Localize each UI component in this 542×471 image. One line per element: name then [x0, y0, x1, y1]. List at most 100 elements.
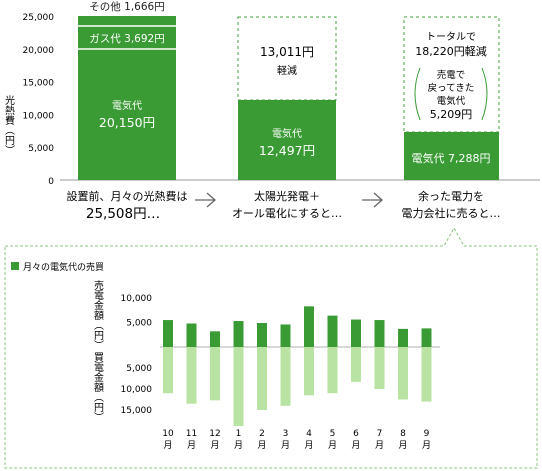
monthly-title: 月々の電気代の売買 [23, 261, 104, 273]
top-y-tick: 0 [48, 177, 54, 187]
arrow-right-icon [195, 192, 216, 208]
buy-bar [280, 347, 291, 406]
buy-tick: 10,000 [121, 385, 153, 395]
buy-tick: 15,000 [121, 406, 153, 416]
sell-bar [421, 328, 432, 347]
legend-square-icon [11, 262, 19, 270]
buy-bar [257, 347, 267, 410]
column-solar: 13,011円 軽減 電気代 12,497円 太陽光発電＋ オール電化にすると… [232, 16, 342, 220]
saving-label-2: 軽減 [277, 64, 297, 77]
month-label: 9 [424, 429, 430, 439]
buy-bar [374, 347, 385, 389]
month-unit: 月 [304, 440, 313, 451]
month-unit: 月 [234, 440, 243, 451]
column-sell: トータルで 18,220円軽減 売電で 戻ってきた 電気代 5,209円 電気代… [402, 16, 501, 220]
saving-value-2: 13,011円 [260, 45, 314, 59]
month-unit: 月 [351, 440, 360, 451]
caption-before-line1: 設置前、月々の光熱費は [67, 189, 188, 203]
top-y-axis-label: 光熱費（円） [3, 94, 15, 155]
buy-bar [327, 347, 338, 394]
buy-bar [421, 347, 432, 402]
label-electric-1-value: 20,150円 [99, 115, 155, 130]
top-y-tick: 5,000 [28, 144, 54, 154]
sold-line3: 電気代 [437, 95, 466, 107]
monthly-chart: 月々の電気代の売買 売電金額（円） 買電金額（円） 10,000 5,000 5,0… [11, 261, 440, 451]
month-label: 11 [186, 429, 197, 439]
sell-bar [233, 321, 244, 347]
total-saving-line1: トータルで [426, 31, 476, 43]
top-y-tick: 20,000 [23, 46, 55, 56]
month-label: 10 [162, 429, 174, 439]
buy-bar [304, 347, 314, 396]
month-label: 8 [400, 429, 406, 439]
buy-tick: 5,000 [126, 364, 152, 374]
bar-column-2 [238, 100, 336, 180]
sold-value: 5,209円 [430, 108, 473, 121]
top-chart: 光熱費（円） 25,000 20,000 15,000 10,000 5,000 0 その… [3, 0, 540, 222]
sell-bar [186, 323, 197, 347]
month-unit: 月 [163, 440, 172, 451]
sell-bar [163, 320, 173, 347]
month-unit: 月 [375, 440, 384, 451]
sell-tick: 10,000 [121, 294, 153, 304]
caption-sell-line1: 余った電力を [418, 189, 484, 203]
month-label: 6 [353, 429, 359, 439]
sell-bar [280, 324, 291, 347]
month-label: 12 [209, 429, 220, 439]
label-other: その他 1,666円 [89, 0, 164, 13]
month-unit: 月 [398, 440, 407, 451]
month-label: 7 [377, 429, 383, 439]
sell-bar [374, 320, 385, 347]
caption-solar-line1: 太陽光発電＋ [254, 189, 320, 203]
month-label: 1 [236, 429, 242, 439]
bar-column-1 [78, 16, 176, 180]
sell-bar [327, 315, 338, 347]
arrow-right-icon [362, 192, 383, 208]
label-electric-2-value: 12,497円 [259, 143, 315, 158]
sold-line1: 売電で [437, 69, 466, 81]
month-label: 4 [306, 429, 312, 439]
caption-solar-line2: オール電化にすると… [232, 206, 342, 220]
month-unit: 月 [257, 440, 266, 451]
top-y-tick: 10,000 [23, 111, 55, 121]
label-electric-2: 電気代 [272, 127, 302, 140]
buy-bar [210, 347, 220, 401]
saving-box-3 [403, 16, 500, 133]
top-y-tick: 15,000 [23, 79, 55, 89]
buy-bar [163, 347, 173, 394]
buy-bar [186, 347, 197, 404]
total-saving-line2: 18,220円軽減 [415, 44, 487, 58]
sell-axis-label: 売電金額（円） [92, 279, 104, 350]
month-unit: 月 [422, 440, 431, 451]
month-label: 3 [283, 429, 289, 439]
month-unit: 月 [187, 440, 196, 451]
buy-bar [233, 347, 244, 426]
caption-sell-line2: 電力会社に売ると… [402, 206, 501, 220]
month-unit: 月 [210, 440, 219, 451]
paren-right [481, 67, 488, 121]
monthly-panel [4, 226, 538, 469]
caption-before-line2: 25,508円… [86, 206, 160, 222]
month-unit: 月 [281, 440, 290, 451]
month-label: 2 [259, 429, 265, 439]
buy-bar [398, 347, 408, 400]
paren-left [414, 67, 421, 121]
sold-line2: 戻ってきた [428, 82, 475, 94]
sell-bar [304, 306, 314, 347]
bar-column-3 [404, 132, 499, 180]
sell-bar [351, 319, 361, 347]
sell-tick: 5,000 [126, 319, 152, 329]
month-unit: 月 [328, 440, 337, 451]
column-before: その他 1,666円 ガス代 3,692円 電気代 20,150円 設置前、月々… [67, 0, 188, 222]
sell-bar [210, 331, 220, 347]
label-electric-1: 電気代 [112, 99, 142, 112]
month-label: 5 [330, 429, 336, 439]
buy-axis-label: 買電金額（円） [92, 352, 104, 422]
buy-bar [351, 347, 361, 382]
label-electric-3: 電気代 7,288円 [412, 151, 491, 165]
sell-bar [257, 322, 267, 347]
label-gas: ガス代 3,692円 [89, 33, 164, 45]
top-y-tick: 25,000 [23, 13, 55, 23]
sell-bar [398, 328, 408, 347]
